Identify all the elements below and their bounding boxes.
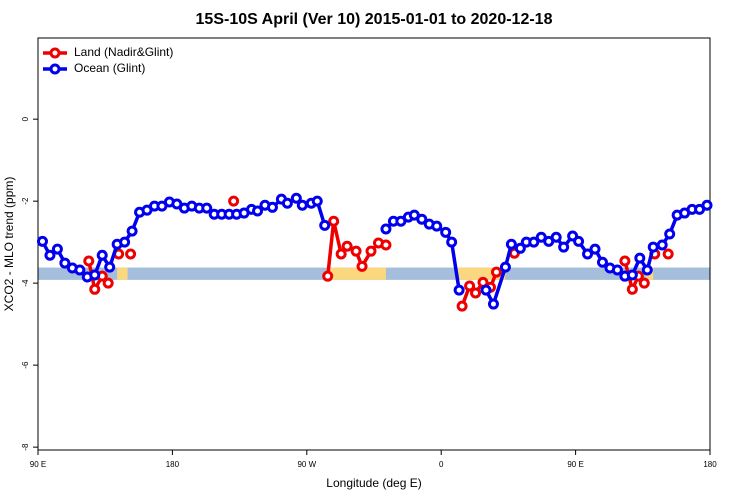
series-point bbox=[416, 213, 428, 225]
series-point bbox=[641, 264, 653, 276]
x-tick-label: 180 bbox=[166, 460, 180, 469]
chart-title: 15S-10S April (Ver 10) 2015-01-01 to 202… bbox=[196, 11, 553, 28]
series-point bbox=[380, 223, 392, 235]
series-point bbox=[119, 236, 131, 248]
series-point bbox=[626, 269, 638, 281]
series-point bbox=[319, 219, 331, 231]
series-point bbox=[626, 283, 638, 295]
series-point bbox=[102, 277, 114, 289]
y-tick-label: -4 bbox=[21, 279, 30, 287]
series-point bbox=[281, 197, 293, 209]
series-point bbox=[296, 199, 308, 211]
series-point bbox=[126, 225, 138, 237]
series-point bbox=[356, 260, 368, 272]
series-point bbox=[104, 261, 116, 273]
series-point bbox=[558, 241, 570, 253]
series-point bbox=[36, 235, 48, 247]
series-point bbox=[83, 255, 95, 267]
series-point bbox=[664, 228, 676, 240]
x-tick-label: 90 E bbox=[567, 460, 583, 469]
series-point bbox=[582, 248, 594, 260]
x-tick-label: 90 W bbox=[297, 460, 316, 469]
series-point bbox=[470, 287, 482, 299]
series-point bbox=[341, 240, 353, 252]
series-point bbox=[335, 248, 347, 260]
y-tick-label: 0 bbox=[21, 116, 30, 121]
series-point bbox=[619, 255, 631, 267]
series-point bbox=[647, 241, 659, 253]
series-point bbox=[365, 245, 377, 257]
x-tick-label: 0 bbox=[439, 460, 444, 469]
series-point bbox=[322, 270, 334, 282]
series-point bbox=[656, 239, 668, 251]
y-tick-label: -2 bbox=[21, 197, 30, 205]
series-point bbox=[490, 266, 502, 278]
land-band bbox=[327, 267, 386, 280]
legend-label: Land (Nadir&Glint) bbox=[74, 45, 173, 59]
series-point bbox=[514, 242, 526, 254]
series-point bbox=[528, 236, 540, 248]
series-point bbox=[499, 261, 511, 273]
land-band bbox=[117, 267, 128, 280]
series-point bbox=[51, 243, 63, 255]
y-tick-label: -8 bbox=[21, 443, 30, 451]
x-tick-label: 90 E bbox=[30, 460, 46, 469]
series-point bbox=[290, 192, 302, 204]
series-point bbox=[311, 195, 323, 207]
series-point bbox=[589, 243, 601, 255]
series-point bbox=[96, 249, 108, 261]
x-tick-label: 180 bbox=[703, 460, 717, 469]
series-point bbox=[328, 215, 340, 227]
series-point bbox=[446, 236, 458, 248]
series-point bbox=[89, 283, 101, 295]
series-point bbox=[634, 252, 646, 264]
series-point bbox=[252, 205, 264, 217]
series-point bbox=[487, 298, 499, 310]
series-point bbox=[266, 201, 278, 213]
series-point bbox=[380, 239, 392, 251]
series-point bbox=[573, 235, 585, 247]
series-point bbox=[662, 248, 674, 260]
legend-marker bbox=[49, 63, 61, 75]
y-axis-label: XCO2 - MLO trend (ppm) bbox=[2, 177, 16, 312]
series-point bbox=[505, 238, 517, 250]
series-point bbox=[456, 300, 468, 312]
series-point bbox=[125, 248, 137, 260]
series-point bbox=[453, 284, 465, 296]
series-point bbox=[440, 226, 452, 238]
series-point bbox=[611, 264, 623, 276]
legend-marker bbox=[49, 47, 61, 59]
series-point bbox=[701, 199, 713, 211]
series-point bbox=[638, 277, 650, 289]
series-point bbox=[59, 257, 71, 269]
series-point bbox=[350, 245, 362, 257]
series-point bbox=[550, 231, 562, 243]
y-tick-label: -6 bbox=[21, 361, 30, 369]
series-point bbox=[74, 264, 86, 276]
series-point bbox=[89, 269, 101, 281]
series-point bbox=[201, 202, 213, 214]
x-axis-label: Longitude (deg E) bbox=[326, 476, 421, 490]
series-point bbox=[596, 256, 608, 268]
series-point bbox=[464, 280, 476, 292]
legend-label: Ocean (Glint) bbox=[74, 61, 145, 75]
series-point bbox=[431, 220, 443, 232]
series-point bbox=[228, 195, 240, 207]
series-point bbox=[480, 284, 492, 296]
series-point bbox=[44, 249, 56, 261]
